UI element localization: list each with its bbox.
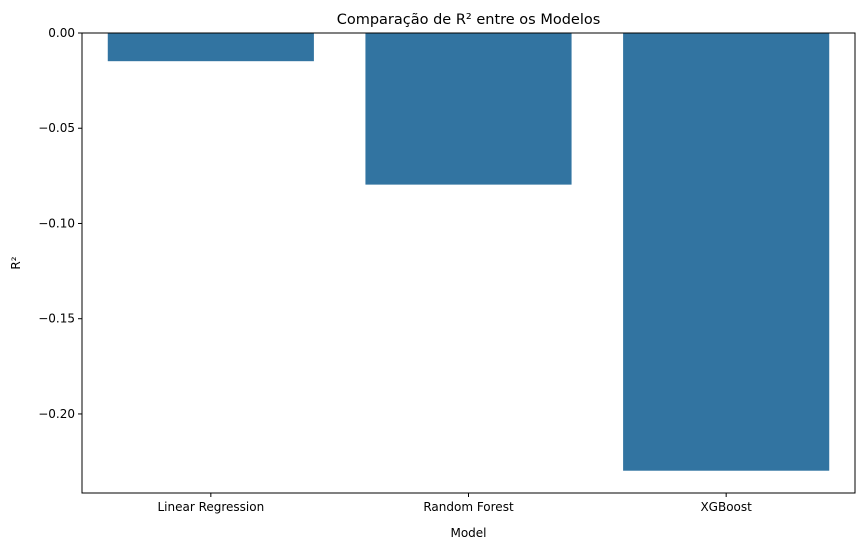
y-axis: 0.00 −0.05 −0.10 −0.15 −0.20 [38, 26, 82, 421]
y-tick-label: −0.15 [38, 312, 75, 326]
bar-xgboost [623, 33, 830, 471]
x-tick-label: Random Forest [423, 500, 514, 514]
y-tick-label: −0.10 [38, 216, 75, 230]
x-tick-label: XGBoost [700, 500, 752, 514]
y-tick-label: 0.00 [48, 26, 75, 40]
x-tick-label: Linear Regression [157, 500, 264, 514]
bar-random-forest [365, 33, 572, 185]
y-tick-label: −0.20 [38, 407, 75, 421]
y-tick-label: −0.05 [38, 121, 75, 135]
y-axis-label: R² [9, 256, 23, 269]
x-axis: Linear Regression Random Forest XGBoost [157, 493, 752, 514]
chart-title: Comparação de R² entre os Modelos [337, 12, 601, 28]
bar-linear-regression [107, 33, 314, 62]
plot-area [107, 33, 830, 471]
x-axis-label: Model [450, 526, 486, 540]
